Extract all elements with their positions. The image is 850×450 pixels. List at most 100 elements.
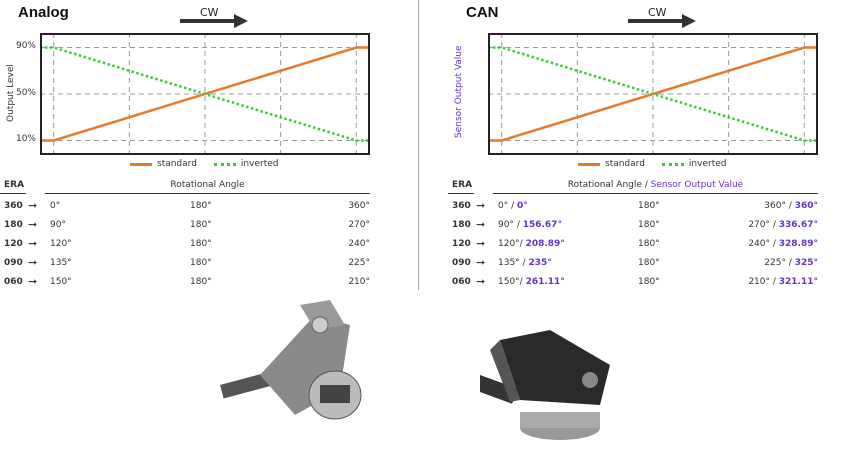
end-angle-text: 240°	[348, 238, 370, 249]
end-angle-text: 270° /	[748, 219, 779, 230]
arrow-right-icon: ➞	[476, 237, 486, 250]
table-row: 360 ➞ 0° 180° 360°	[4, 196, 370, 215]
era-header: ERA	[452, 180, 473, 190]
mid-angle: 180°	[638, 219, 660, 230]
start-angle-text: 120°	[50, 238, 72, 249]
panel-title: CAN	[466, 4, 499, 21]
start-angle: 90° / 156.67°	[498, 220, 618, 230]
table-row: 180 ➞ 90° / 156.67° 180° 270° / 336.67°	[452, 215, 818, 234]
table-row: 360 ➞ 0° / 0° 180° 360° / 360°	[452, 196, 818, 215]
end-angle-text: 360° /	[764, 200, 795, 211]
start-angle-text: 120°/	[498, 238, 526, 249]
arrow-right-icon: ➞	[28, 218, 38, 231]
arrow-right-icon: ➞	[476, 218, 486, 231]
table-row: 060 ➞ 150°/ 261.11° 180° 210° / 321.11°	[452, 272, 818, 291]
plot-frame	[488, 33, 818, 155]
legend-swatch-standard	[578, 162, 600, 166]
start-angle: 120°	[50, 239, 170, 249]
line-chart	[488, 33, 818, 155]
start-output: 0°	[516, 200, 528, 211]
era-value: 360	[452, 200, 471, 211]
legend-standard: standard	[605, 159, 645, 169]
table-row: 090 ➞ 135° 180° 225°	[4, 253, 370, 272]
y-axis-label: Sensor Output Value	[454, 45, 464, 138]
header-rule	[493, 193, 818, 194]
legend-standard: standard	[157, 159, 197, 169]
start-angle-text: 0°	[50, 200, 61, 211]
start-angle: 0°	[50, 201, 170, 211]
end-angle: 270° / 336.67°	[698, 220, 818, 230]
y-tick-label: 10%	[15, 134, 36, 144]
start-angle: 150°	[50, 277, 170, 287]
start-angle: 150°/ 261.11°	[498, 277, 618, 287]
panel-divider	[418, 0, 419, 290]
start-angle-text: 90° /	[498, 219, 523, 230]
end-output: 321.11°	[778, 276, 818, 287]
header-rule	[45, 193, 370, 194]
end-angle: 225° / 325°	[698, 258, 818, 268]
end-angle: 360°	[250, 201, 370, 211]
start-angle: 135° / 235°	[498, 258, 618, 268]
end-output: 325°	[794, 257, 818, 268]
y-tick-label: 90%	[15, 41, 36, 51]
arrow-right-icon: ➞	[476, 275, 486, 288]
start-angle-text: 0° /	[498, 200, 517, 211]
start-output: 261.11°	[525, 276, 565, 287]
end-angle-text: 225° /	[764, 257, 795, 268]
mid-angle: 180°	[190, 200, 212, 211]
legend-inverted: inverted	[240, 159, 279, 169]
era-value: 360	[4, 200, 23, 211]
end-angle-text: 270°	[348, 219, 370, 230]
analog-sensor-image	[220, 300, 362, 420]
era-header: ERA	[4, 180, 25, 190]
start-angle-text: 150°	[50, 276, 72, 287]
end-angle: 240°	[250, 239, 370, 249]
era-value: 120	[4, 238, 23, 249]
end-output: 336.67°	[778, 219, 818, 230]
legend-swatch-inverted	[213, 162, 236, 166]
line-chart	[40, 33, 370, 155]
mid-angle: 180°	[190, 219, 212, 230]
mid-angle: 180°	[638, 200, 660, 211]
legend: standard inverted	[578, 159, 726, 169]
arrow-right-icon: ➞	[476, 256, 486, 269]
end-angle: 225°	[250, 258, 370, 268]
start-angle-text: 135° /	[498, 257, 529, 268]
end-angle-text: 210°	[348, 276, 370, 287]
direction-label: CW	[648, 6, 667, 19]
series-inverted	[40, 46, 370, 142]
end-angle: 360° / 360°	[698, 201, 818, 211]
header-rule	[0, 193, 26, 194]
y-axis-label: Output Level	[6, 64, 16, 122]
mid-angle: 180°	[190, 257, 212, 268]
start-angle: 135°	[50, 258, 170, 268]
era-value: 180	[4, 219, 23, 230]
start-angle-text: 135°	[50, 257, 72, 268]
start-angle-text: 150°/	[498, 276, 526, 287]
table-row: 060 ➞ 150° 180° 210°	[4, 272, 370, 291]
direction-label: CW	[200, 6, 219, 19]
start-angle: 120°/ 208.89°	[498, 239, 618, 249]
sensor-output-header: Sensor Output Value	[650, 180, 744, 190]
arrow-right-icon: ➞	[28, 199, 38, 212]
era-value: 120	[452, 238, 471, 249]
cw-arrow-icon	[628, 14, 696, 28]
end-angle-text: 210° /	[748, 276, 779, 287]
end-angle: 210° / 321.11°	[698, 277, 818, 287]
start-angle: 0° / 0°	[498, 201, 618, 211]
panel-title: Analog	[18, 4, 69, 21]
end-output: 360°	[794, 200, 818, 211]
era-value: 060	[4, 276, 23, 287]
mid-angle: 180°	[190, 238, 212, 249]
legend-inverted: inverted	[688, 159, 727, 169]
mid-angle: 180°	[638, 238, 660, 249]
y-tick-label: 50%	[15, 88, 36, 98]
end-angle-text: 225°	[348, 257, 370, 268]
plot-frame	[40, 33, 370, 155]
legend-swatch-standard	[130, 162, 152, 166]
era-value: 060	[452, 276, 471, 287]
mid-angle: 180°	[190, 276, 212, 287]
mid-angle: 180°	[638, 276, 660, 287]
start-angle: 90°	[50, 220, 170, 230]
start-output: 156.67°	[522, 219, 562, 230]
